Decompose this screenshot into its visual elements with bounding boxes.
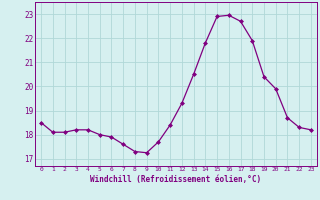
X-axis label: Windchill (Refroidissement éolien,°C): Windchill (Refroidissement éolien,°C) bbox=[91, 175, 261, 184]
